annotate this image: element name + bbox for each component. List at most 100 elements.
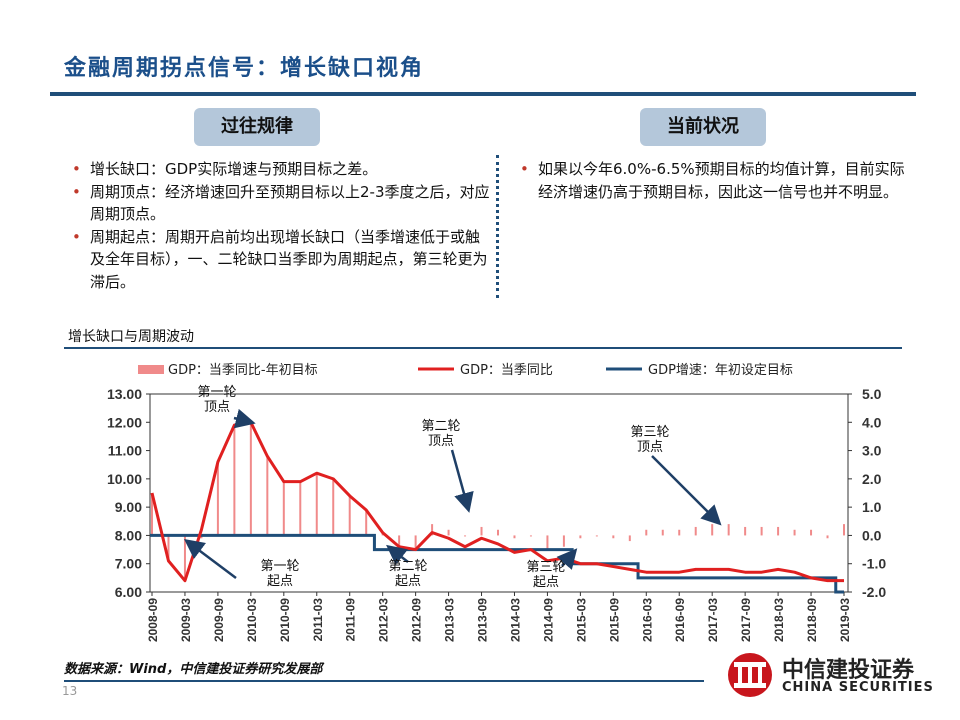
list-item: 周期起点：周期开启前均出现增长缺口（当季增速低于或触及全年目标），一、二轮缺口当… — [72, 226, 492, 294]
gap-bar — [711, 524, 714, 536]
left-axis-tick-label: 12.00 — [107, 414, 142, 430]
gap-bar — [612, 535, 615, 539]
gdp-yoy-line — [150, 420, 844, 583]
annotation-arrow — [233, 408, 256, 429]
gap-bar — [497, 529, 499, 536]
current-status-list: 如果以今年6.0%-6.5%预期目标的均值计算，目前实际经济增速仍高于预期目标，… — [520, 158, 915, 203]
legend-label-gap: GDP：当季同比-年初目标 — [168, 363, 318, 378]
logo-en-text: CHINA SECURITIES — [782, 680, 934, 695]
citic-logo-icon — [728, 653, 772, 697]
x-axis-tick-label: 2015-03 — [574, 598, 588, 642]
company-logo: 中信建投证券 CHINA SECURITIES — [724, 650, 933, 700]
gap-bar — [414, 535, 417, 550]
gap-bar — [513, 535, 516, 539]
column-divider — [496, 155, 499, 298]
gap-bar — [398, 535, 401, 547]
gap-bar — [694, 526, 697, 536]
annotation-arrow — [450, 449, 474, 513]
x-axis-tick-label: 2013-09 — [476, 598, 490, 642]
right-axis-tick-label: 2.0 — [862, 471, 882, 487]
legend-swatch-gap — [138, 365, 164, 374]
x-axis-tick-label: 2011-03 — [311, 598, 325, 642]
left-axis-tick-label: 10.00 — [107, 471, 142, 487]
gap-bar — [299, 481, 302, 536]
annotation-label: 第三轮起点 — [526, 560, 565, 590]
logo-cn-text: 中信建投证券 — [782, 658, 915, 683]
list-item: 增长缺口：GDP实际增速与预期目标之差。 — [72, 158, 492, 181]
gap-bar — [727, 524, 730, 536]
x-axis-tick-label: 2012-03 — [377, 598, 391, 642]
x-axis-tick-label: 2009-09 — [212, 598, 226, 642]
x-axis-tick-label: 2013-03 — [443, 598, 457, 642]
gap-bar — [365, 509, 368, 536]
gap-bar — [332, 478, 335, 536]
list-item: 周期顶点：经济增速回升至预期目标以上2-3季度之后，对应周期顶点。 — [72, 181, 492, 226]
source-divider — [64, 680, 704, 682]
x-axis-tick-label: 2011-09 — [344, 598, 358, 642]
right-axis-tick-label: 3.0 — [862, 443, 882, 459]
gap-bar — [216, 461, 219, 536]
current-status-label: 当前状况 — [640, 108, 766, 146]
x-axis-tick-label: 2009-03 — [179, 598, 193, 642]
x-axis-tick-label: 2008-09 — [146, 598, 160, 642]
x-axis-tick-label: 2018-09 — [805, 598, 819, 642]
right-axis-tick-label: 1.0 — [862, 499, 882, 515]
x-axis-tick-label: 2016-03 — [640, 598, 654, 642]
annotation-arrow — [184, 539, 237, 579]
gap-bar — [661, 529, 664, 536]
gap-bar — [151, 493, 153, 536]
gap-bar — [266, 456, 269, 536]
x-axis-tick-label: 2014-03 — [508, 598, 522, 642]
annotation-arrow — [386, 544, 409, 566]
gap-bar — [579, 535, 582, 539]
right-axis-tick-label: 4.0 — [862, 414, 882, 430]
annotation-label: 第二轮起点 — [388, 559, 427, 589]
right-axis-tick-label: -1.0 — [862, 556, 886, 572]
x-axis-tick-label: 2017-03 — [706, 598, 720, 642]
legend-label-target: GDP增速：年初设定目标 — [648, 363, 793, 378]
gap-bar — [645, 529, 648, 536]
gap-bar — [826, 535, 829, 539]
gap-bar — [595, 535, 598, 537]
chart-caption: 增长缺口与周期波动 — [68, 329, 194, 345]
gap-bar — [529, 535, 532, 537]
data-source: 数据来源：Wind，中信建投证券研究发展部 — [64, 662, 323, 677]
gap-bar — [315, 473, 318, 536]
x-axis-tick-label: 2015-09 — [607, 598, 621, 642]
x-axis-tick-label: 2012-09 — [410, 598, 424, 642]
x-axis-tick-label: 2010-09 — [278, 598, 292, 642]
left-axis-tick-label: 9.00 — [115, 499, 142, 515]
gap-bar — [843, 524, 845, 536]
left-axis-tick-label: 13.00 — [107, 386, 142, 402]
gap-bar — [431, 524, 434, 536]
target-growth-line — [150, 533, 844, 594]
x-axis-tick-label: 2018-03 — [772, 598, 786, 642]
gap-bar — [447, 529, 450, 536]
annotation-label: 第三轮顶点 — [630, 425, 669, 455]
gap-bar — [678, 529, 681, 536]
left-axis-tick-label: 7.00 — [115, 556, 142, 572]
annotation-label: 第一轮起点 — [260, 559, 299, 589]
x-axis-tick-label: 2014-09 — [541, 598, 555, 642]
past-pattern-label: 过往规律 — [194, 108, 320, 146]
gap-bar — [546, 535, 549, 550]
annotation-label: 第二轮顶点 — [421, 419, 460, 449]
gap-bar — [760, 526, 763, 536]
gap-bar — [744, 526, 747, 536]
gap-bar — [282, 481, 285, 536]
gap-bar — [167, 535, 170, 561]
plot-frame — [149, 393, 849, 593]
right-axis-tick-label: -2.0 — [862, 584, 886, 600]
page-number: 13 — [62, 684, 78, 698]
title-divider — [50, 92, 916, 96]
gap-bar — [480, 526, 483, 536]
list-item: 如果以今年6.0%-6.5%预期目标的均值计算，目前实际经济增速仍高于预期目标，… — [520, 158, 915, 203]
right-axis-tick-label: 0.0 — [862, 527, 882, 543]
right-axis-tick-label: 5.0 — [862, 386, 882, 402]
gap-bar — [464, 535, 467, 537]
gap-bar — [628, 535, 631, 542]
gap-bar — [810, 529, 813, 536]
x-axis-tick-label: 2017-09 — [739, 598, 753, 642]
annotation-arrow — [651, 455, 722, 526]
